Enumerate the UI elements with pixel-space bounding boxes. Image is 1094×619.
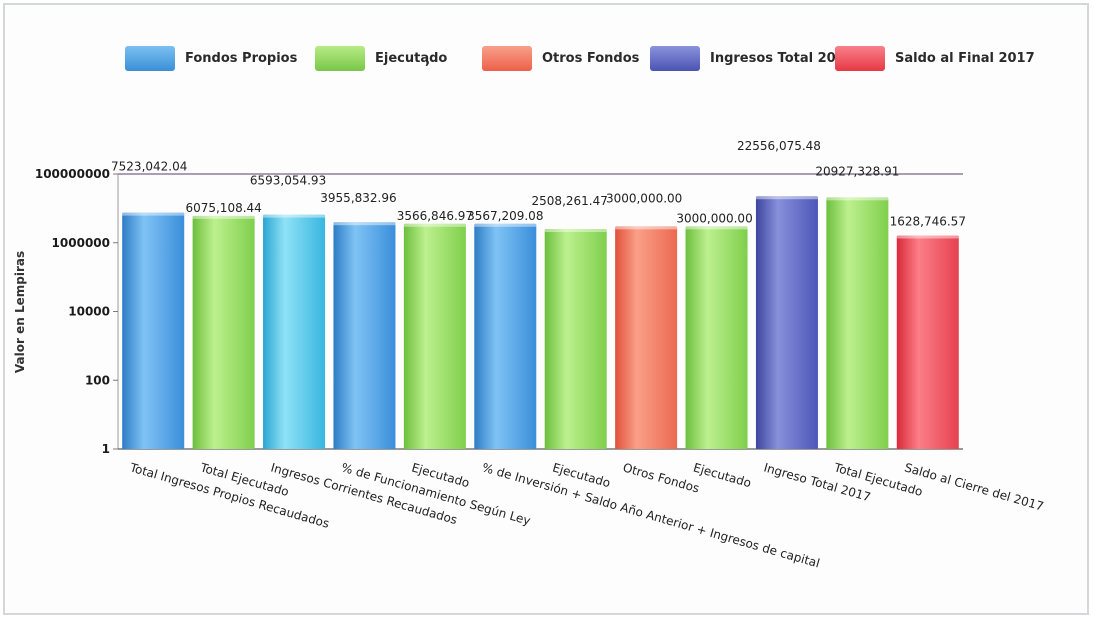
bar-top-highlight: [544, 229, 607, 233]
chart-legend: Fondos Propios , Ejecutado Otros Fondos …: [125, 44, 1035, 72]
bar: [263, 214, 326, 449]
legend-item-ingresos-total: Ingresos Total 2017: [650, 44, 854, 72]
legend-item-saldo-final: Saldo al Final 2017: [835, 44, 1035, 72]
bar-value-label: 2508,261.47: [532, 194, 608, 208]
bar-top-highlight: [403, 223, 466, 227]
bar: [403, 223, 466, 449]
legend-swatch-fondos-propios: [125, 45, 175, 71]
bar: [544, 229, 607, 449]
y-axis-title: Valor en Lempiras: [13, 251, 27, 373]
legend-label-ejecutado: Ejecutado: [375, 50, 448, 66]
bar-top-highlight: [192, 215, 255, 219]
bar-top-highlight: [685, 226, 748, 230]
legend-swatch-ingresos-total: [650, 45, 700, 71]
bar-value-label: 20927,328.91: [815, 164, 899, 178]
legend-label-otros-fondos: Otros Fondos: [542, 50, 640, 66]
y-tick-label: 10000: [68, 305, 110, 319]
legend-swatch-ejecutado: [315, 45, 365, 71]
bars: [122, 196, 959, 449]
bar-value-label: 3566,846.97: [397, 209, 473, 223]
bar-value-label: 6075,108.44: [185, 201, 261, 215]
bar-top-highlight: [122, 212, 185, 216]
bar-value-label: 3000,000.00: [676, 211, 752, 225]
bar-top-highlight: [826, 197, 889, 201]
bar-value-label: 3000,000.00: [606, 191, 682, 205]
bar: [755, 196, 818, 449]
legend-label-fondos-propios: Fondos Propios: [185, 50, 298, 66]
data-labels: 7523,042.04 6075,108.44 6593,054.93 3955,83…: [111, 139, 966, 228]
y-axis: 1 100 10000 1000000 100000000: [35, 167, 963, 456]
bar-value-label: 1628,746.57: [890, 214, 966, 228]
bar-value-label: 3567,209.08: [467, 209, 543, 223]
legend-item-otros-fondos: Otros Fondos: [482, 44, 639, 72]
bar: [826, 197, 889, 449]
x-category-label: Ejecutado: [692, 460, 753, 490]
bar: [333, 222, 396, 449]
bar: [685, 226, 748, 449]
y-tick-label: 100000000: [35, 167, 110, 181]
legend-separator: ,: [425, 52, 431, 68]
bar: [615, 226, 678, 449]
bar-top-highlight: [474, 223, 537, 227]
y-tick-label: 1: [102, 442, 110, 456]
legend-swatch-saldo-final: [835, 45, 885, 71]
legend-label-saldo-final: Saldo al Final 2017: [895, 50, 1035, 66]
y-tick-label: 100: [85, 373, 110, 387]
bar: [896, 235, 959, 449]
legend-swatch-otros-fondos: [482, 45, 532, 71]
bar: [192, 215, 255, 449]
y-tick-label: 1000000: [52, 236, 110, 250]
bar-top-highlight: [263, 214, 326, 218]
bar: [474, 223, 537, 449]
legend-label-ingresos-total: Ingresos Total 2017: [710, 50, 854, 66]
bar-value-label: 22556,075.48: [737, 139, 821, 153]
bar-value-label: 7523,042.04: [111, 160, 187, 174]
bar-top-highlight: [333, 222, 396, 226]
bar-top-highlight: [615, 226, 678, 230]
bar: [122, 212, 185, 449]
bar-top-highlight: [755, 196, 818, 200]
x-category-label: Otros Fondos: [621, 460, 701, 495]
x-category-label: Saldo al Cierre del 2017: [903, 460, 1045, 513]
legend-item-ejecutado: Ejecutado: [315, 44, 447, 72]
bar-value-label: 6593,054.93: [250, 174, 326, 188]
bar-value-label: 3955,832.96: [320, 191, 396, 205]
legend-item-fondos-propios: Fondos Propios: [125, 44, 297, 72]
bar-top-highlight: [896, 235, 959, 239]
